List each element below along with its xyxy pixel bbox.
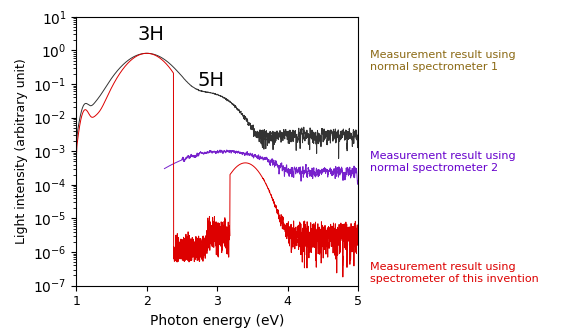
Text: Measurement result using
normal spectrometer 1: Measurement result using normal spectrom…: [370, 50, 515, 72]
Text: 5H: 5H: [197, 71, 224, 90]
X-axis label: Photon energy (eV): Photon energy (eV): [150, 314, 284, 328]
Y-axis label: Light intensity (arbitrary unit): Light intensity (arbitrary unit): [15, 58, 28, 244]
Text: Measurement result using
normal spectrometer 2: Measurement result using normal spectrom…: [370, 151, 515, 173]
Text: 3H: 3H: [137, 25, 164, 44]
Text: Measurement result using
spectrometer of this invention: Measurement result using spectrometer of…: [370, 262, 538, 284]
